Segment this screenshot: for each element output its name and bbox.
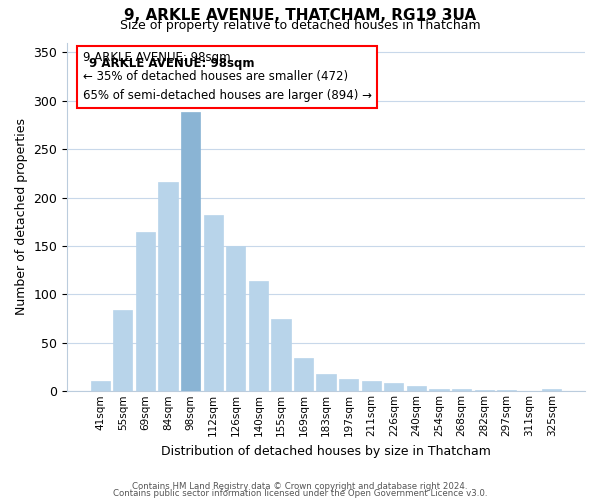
Text: 9, ARKLE AVENUE, THATCHAM, RG19 3UA: 9, ARKLE AVENUE, THATCHAM, RG19 3UA xyxy=(124,8,476,22)
Text: Contains public sector information licensed under the Open Government Licence v3: Contains public sector information licen… xyxy=(113,490,487,498)
Bar xyxy=(362,380,381,392)
Bar xyxy=(113,310,133,392)
Bar xyxy=(181,112,200,392)
Bar xyxy=(316,374,335,392)
Text: Size of property relative to detached houses in Thatcham: Size of property relative to detached ho… xyxy=(119,19,481,32)
Bar xyxy=(497,390,517,392)
Text: 9 ARKLE AVENUE: 98sqm
← 35% of detached houses are smaller (472)
65% of semi-det: 9 ARKLE AVENUE: 98sqm ← 35% of detached … xyxy=(83,51,371,102)
Bar xyxy=(430,390,449,392)
Bar xyxy=(384,382,403,392)
Bar xyxy=(294,358,313,392)
Bar xyxy=(91,380,110,392)
Bar xyxy=(226,246,245,392)
Bar xyxy=(136,232,155,392)
Bar xyxy=(542,390,562,392)
Bar xyxy=(407,386,426,392)
Bar xyxy=(249,281,268,392)
Text: 9 ARKLE AVENUE: 98sqm: 9 ARKLE AVENUE: 98sqm xyxy=(89,58,254,70)
Bar xyxy=(475,390,494,392)
Bar xyxy=(271,318,290,392)
Y-axis label: Number of detached properties: Number of detached properties xyxy=(15,118,28,316)
Bar xyxy=(452,390,471,392)
Text: Contains HM Land Registry data © Crown copyright and database right 2024.: Contains HM Land Registry data © Crown c… xyxy=(132,482,468,491)
Bar xyxy=(203,215,223,392)
Bar xyxy=(158,182,178,392)
X-axis label: Distribution of detached houses by size in Thatcham: Distribution of detached houses by size … xyxy=(161,444,491,458)
Bar xyxy=(339,378,358,392)
